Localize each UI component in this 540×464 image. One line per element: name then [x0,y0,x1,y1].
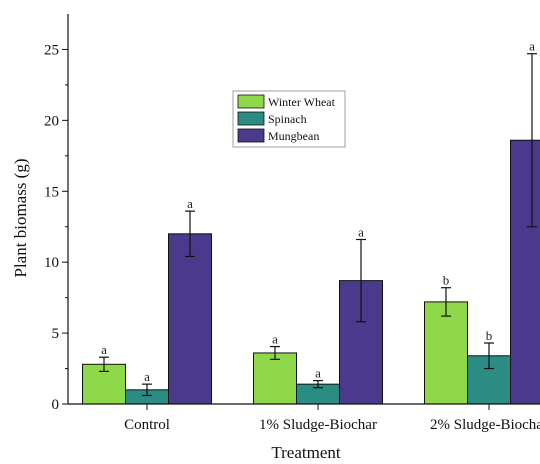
legend-label-mungbean: Mungbean [268,129,319,143]
x-tick-label: 2% Sludge-Biochar [430,417,540,433]
x-axis-title: Treatment [271,443,341,462]
bar-mungbean-0 [168,233,212,405]
significance-label: a [358,224,364,239]
legend: Winter Wheat Spinach Mungbean [232,90,346,148]
legend-swatch-spinach [237,111,265,126]
bars-layer [82,139,540,405]
significance-label: b [443,273,450,288]
y-axis-title: Plant biomass (g) [11,159,30,278]
y-tick-label: 15 [44,184,59,200]
ticks-layer: 0 5 10 15 20 25 Control 1% Sludge-Biochar 2% Slu… [44,42,540,433]
legend-swatch-mungbean [237,128,265,143]
y-tick-label: 25 [44,42,59,58]
y-tick-label: 5 [52,326,60,342]
significance-label: a [529,39,535,54]
bar-winter-wheat-1 [253,352,297,405]
legend-label-spinach: Spinach [268,112,307,126]
legend-swatch-winter-wheat [237,94,265,109]
y-tick-label: 10 [44,255,59,271]
significance-label: a [101,342,107,357]
y-tick-label: 0 [52,397,60,413]
significance-label: b [486,328,493,343]
significance-labels-layer: a a b a a b a a a [101,39,535,384]
bar-winter-wheat-2 [424,301,468,405]
x-tick-label: Control [124,417,170,433]
x-tick-label: 1% Sludge-Biochar [259,417,377,433]
legend-label-winter-wheat: Winter Wheat [268,95,336,109]
significance-label: a [187,196,193,211]
significance-label: a [144,369,150,384]
significance-label: a [315,366,321,381]
error-bars-layer [99,53,537,397]
y-tick-label: 20 [44,113,59,129]
axes-layer [67,14,540,405]
bar-mungbean-2 [510,139,540,405]
significance-label: a [272,332,278,347]
